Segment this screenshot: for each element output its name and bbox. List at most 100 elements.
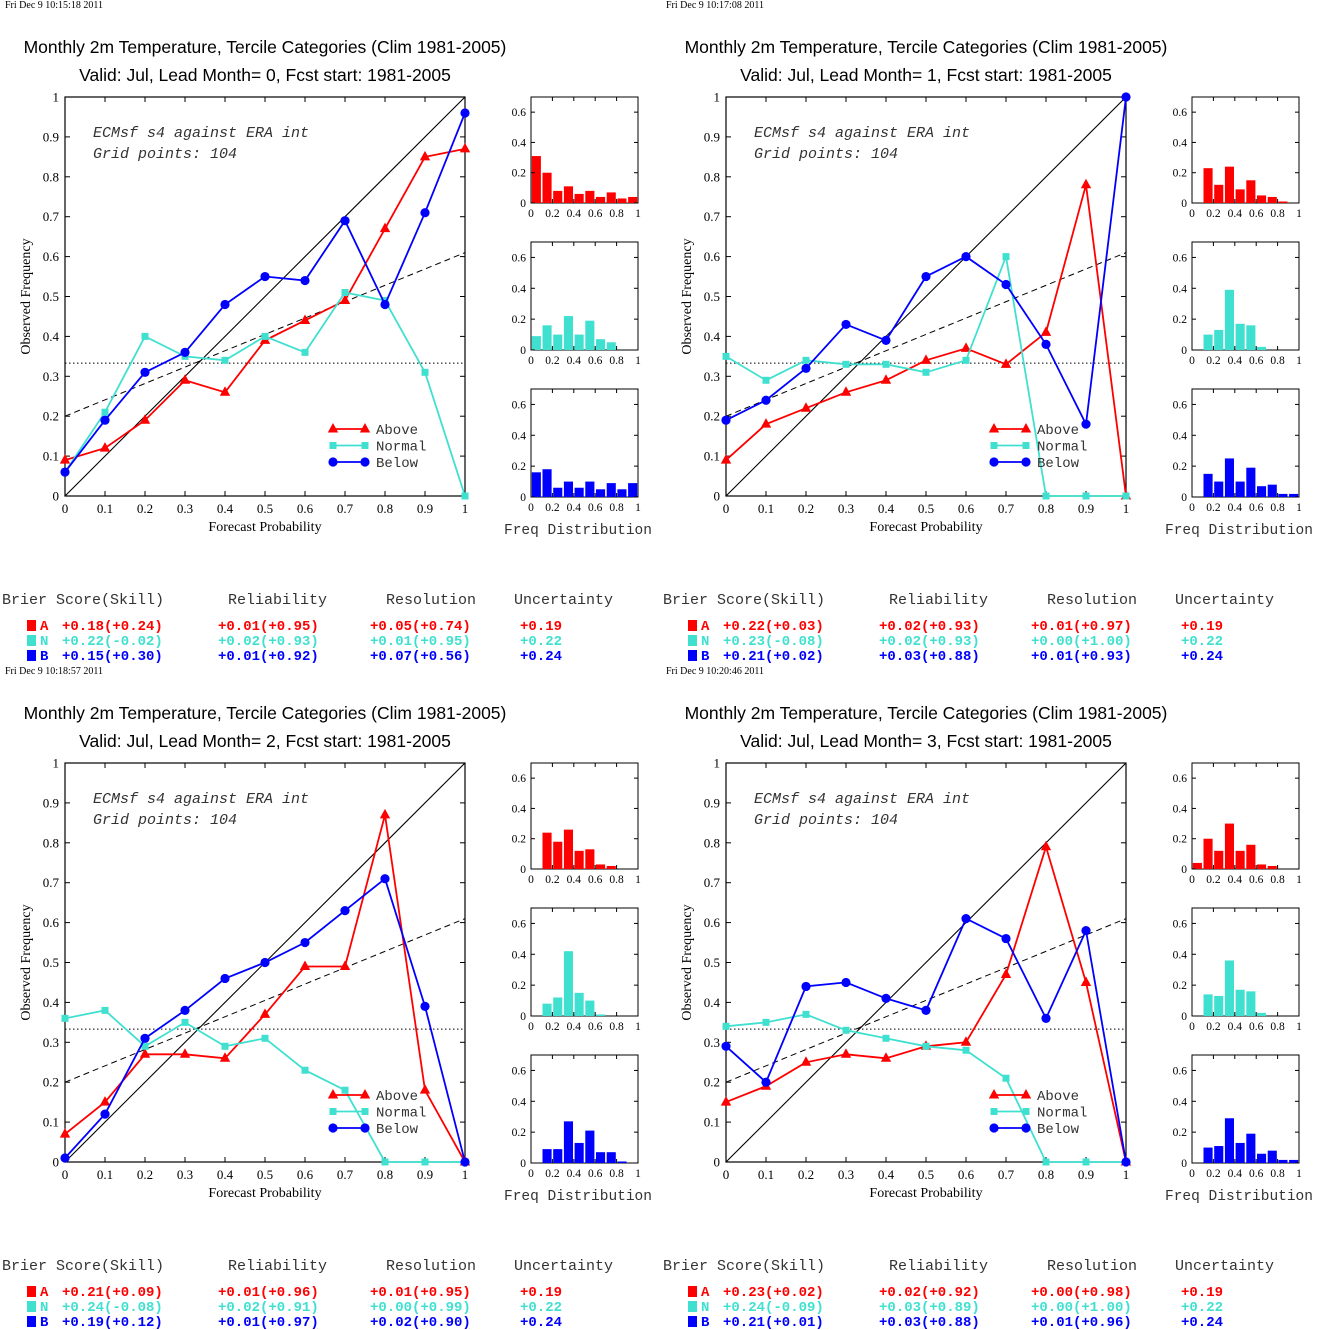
histogram-bar bbox=[596, 1152, 606, 1163]
point-normal bbox=[962, 1046, 970, 1054]
histogram-frame bbox=[530, 388, 639, 498]
point-normal bbox=[1042, 492, 1050, 500]
hist-x-tick-label: 0 bbox=[1189, 208, 1195, 220]
x-tick-label: 0.1 bbox=[758, 1167, 774, 1182]
y-tick-label: 0.4 bbox=[704, 995, 721, 1010]
y-axis-label: Observed Frequency bbox=[19, 904, 34, 1020]
hist-y-tick-label: 0 bbox=[520, 198, 526, 210]
legend-marker bbox=[1020, 1089, 1032, 1099]
point-above bbox=[459, 142, 471, 153]
y-tick-label: 0.8 bbox=[43, 169, 59, 184]
legend-label: Below bbox=[1037, 456, 1080, 472]
hist-x-tick-label: 0.6 bbox=[1249, 502, 1264, 514]
histogram-bar bbox=[1192, 862, 1202, 869]
y-tick-label: 0.3 bbox=[43, 1035, 59, 1050]
annotation-gridpoints: Grid points: 104 bbox=[93, 146, 237, 163]
histogram-bar bbox=[617, 198, 627, 203]
hist-y-tick-label: 0.4 bbox=[1173, 949, 1188, 961]
hist-y-tick-label: 0.6 bbox=[1173, 1065, 1188, 1077]
score-row-label: N bbox=[701, 1300, 709, 1316]
y-tick-label: 0.2 bbox=[704, 1075, 720, 1090]
hist-x-tick-label: 1 bbox=[1296, 1021, 1302, 1033]
histogram-bar bbox=[574, 193, 584, 203]
hist-y-tick-label: 0.6 bbox=[512, 107, 527, 119]
point-below bbox=[100, 1109, 110, 1119]
reliability-panel-1: Fri Dec 9 10:17:08 2011 Monthly 2m Temper… bbox=[663, 0, 1313, 665]
hist-x-tick-label: 0.6 bbox=[588, 355, 603, 367]
y-tick-label: 0.1 bbox=[43, 449, 59, 464]
x-tick-label: 0.1 bbox=[97, 501, 113, 516]
hist-x-tick-label: 0.8 bbox=[609, 874, 624, 886]
hist-x-tick-label: 0.8 bbox=[1270, 1168, 1285, 1180]
series-above bbox=[59, 808, 471, 1166]
hist-y-tick-label: 0 bbox=[520, 1158, 526, 1170]
freq-distribution-label: Freq Distribution bbox=[504, 523, 652, 539]
histogram-bar bbox=[596, 489, 606, 497]
point-normal bbox=[1082, 492, 1090, 500]
x-tick-label: 0.8 bbox=[377, 501, 393, 516]
chart-title: Monthly 2m Temperature, Tercile Categori… bbox=[685, 37, 1168, 57]
point-normal bbox=[1082, 1158, 1090, 1166]
histogram-bar bbox=[1246, 991, 1256, 1016]
y-tick-label: 0.6 bbox=[43, 915, 60, 930]
hist-x-tick-label: 0.6 bbox=[1249, 1021, 1264, 1033]
score-table: Brier Score(Skill) Reliability Resolution U… bbox=[663, 592, 1274, 665]
histogram-frame bbox=[530, 1054, 639, 1164]
histogram-bar bbox=[1278, 201, 1288, 203]
point-normal bbox=[1042, 1158, 1050, 1166]
score-value: +0.00(+1.00) bbox=[1031, 634, 1132, 650]
score-row-swatch bbox=[27, 650, 36, 661]
reliability-plot: 0 0.1 0.2 0.3 0.4 0.5 0.6 0.7 0.8 0.9 1 0 0.1 0.2 0.3 0… bbox=[19, 756, 471, 1201]
hist-y-tick-label: 0.4 bbox=[1173, 430, 1188, 442]
freq-distribution-label: Freq Distribution bbox=[1165, 1189, 1313, 1205]
hist-x-tick-label: 1 bbox=[1296, 874, 1302, 886]
score-value: +0.22 bbox=[1181, 634, 1223, 650]
y-tick-label: 0.1 bbox=[43, 1115, 59, 1130]
point-above bbox=[920, 354, 932, 364]
point-above bbox=[139, 1048, 151, 1058]
reliability-panel-0: Fri Dec 9 10:15:18 2011 Monthly 2m Temper… bbox=[2, 0, 652, 665]
histogram-bar bbox=[1267, 865, 1277, 869]
hist-x-tick-label: 0.2 bbox=[545, 874, 560, 886]
point-normal bbox=[1002, 1074, 1010, 1082]
histogram-bar bbox=[531, 472, 541, 497]
point-normal bbox=[922, 368, 930, 376]
legend-label: Above bbox=[1037, 423, 1079, 439]
score-table: Brier Score(Skill) Reliability Resolution U… bbox=[2, 1258, 613, 1330]
score-value: +0.03(+0.88) bbox=[879, 1315, 980, 1330]
point-above bbox=[1040, 326, 1052, 336]
reliability-plot: 0 0.1 0.2 0.3 0.4 0.5 0.6 0.7 0.8 0.9 1 0 0.1 0.2 0.3 0… bbox=[680, 756, 1132, 1201]
chart-title: Monthly 2m Temperature, Tercile Categori… bbox=[24, 37, 507, 57]
x-tick-label: 1 bbox=[462, 501, 469, 516]
y-tick-label: 0.3 bbox=[43, 369, 59, 384]
y-tick-label: 1 bbox=[714, 756, 721, 771]
score-value: +0.01(+0.97) bbox=[218, 1315, 319, 1330]
hist-x-tick-label: 0.4 bbox=[1228, 1168, 1243, 1180]
series-line-normal bbox=[64, 1009, 465, 1163]
hist-y-tick-label: 0.4 bbox=[512, 1096, 527, 1108]
hist-x-tick-label: 0.4 bbox=[567, 1021, 582, 1033]
hist-x-tick-label: 0.4 bbox=[567, 355, 582, 367]
point-below bbox=[1001, 279, 1011, 290]
hist-x-tick-label: 0.6 bbox=[588, 208, 603, 220]
hist-y-tick-label: 0.4 bbox=[512, 803, 527, 815]
point-below bbox=[1041, 1013, 1051, 1023]
y-axis-label: Observed Frequency bbox=[19, 238, 34, 354]
histogram-bar bbox=[563, 316, 573, 350]
score-value: +0.01(+0.92) bbox=[218, 649, 319, 665]
freq-histogram-below: 0 0.2 0.4 0.6 0 0.2 0.4 0.6 0.8 1 bbox=[1173, 388, 1302, 514]
hist-y-tick-label: 0 bbox=[520, 864, 526, 876]
legend-marker bbox=[359, 1089, 371, 1099]
histogram-bar bbox=[1267, 484, 1277, 497]
x-tick-label: 0.8 bbox=[377, 1167, 393, 1182]
point-below bbox=[260, 271, 270, 282]
histogram-bar bbox=[1224, 458, 1234, 497]
point-above bbox=[1000, 968, 1012, 978]
point-below bbox=[140, 1033, 150, 1043]
score-row-swatch bbox=[27, 620, 36, 631]
hist-x-tick-label: 0.6 bbox=[588, 874, 603, 886]
hist-x-tick-label: 0.2 bbox=[545, 1168, 560, 1180]
point-above bbox=[259, 1008, 271, 1018]
freq-distribution-label: Freq Distribution bbox=[1165, 523, 1313, 539]
